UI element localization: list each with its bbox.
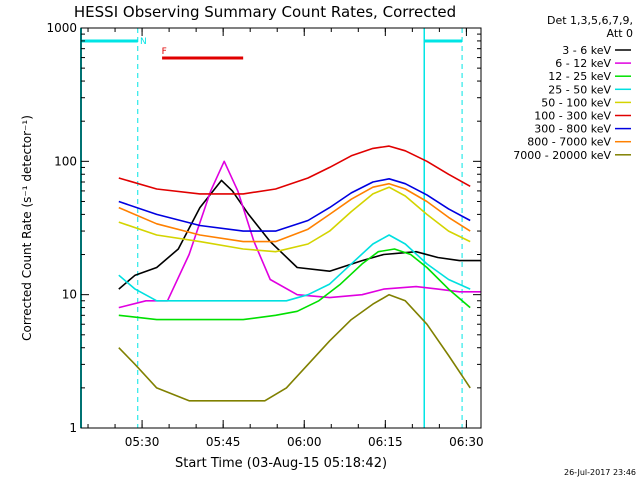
series-line-3 — [118, 234, 471, 302]
plot-frame — [80, 27, 482, 429]
series-line-2 — [118, 248, 471, 321]
x-tick-label: 06:15 — [368, 435, 403, 449]
y-tick-label: 1 — [69, 421, 77, 435]
y-axis-label: Corrected Count Rate (s⁻¹ detector⁻¹) — [20, 115, 34, 341]
y-tick-label: 10 — [62, 288, 77, 302]
x-tick-label: 05:30 — [125, 435, 160, 449]
legend-label: 12 - 25 keV — [548, 70, 611, 83]
legend-label: 25 - 50 keV — [548, 83, 611, 96]
legend-label: 100 - 300 keV — [534, 110, 611, 123]
legend-header-line-1: Det 1,3,5,6,7,9, — [547, 14, 633, 27]
series-line-0 — [118, 179, 481, 290]
legend-label: 300 - 800 keV — [534, 123, 611, 136]
x-axis-label: Start Time (03-Aug-15 05:18:42) — [175, 456, 387, 471]
legend-label: 800 - 7000 keV — [527, 136, 611, 149]
flag-label-F: F — [162, 47, 167, 57]
legend-label: 3 - 6 keV — [562, 44, 611, 57]
series-line-1 — [118, 160, 481, 309]
legend-label: 7000 - 20000 keV — [513, 149, 611, 162]
series-line-6 — [118, 178, 471, 232]
flag-label-N: N — [140, 37, 147, 47]
series-line-4 — [118, 186, 471, 253]
y-tick-label: 100 — [54, 154, 77, 168]
series-line-8 — [118, 293, 471, 402]
legend-header-line-2: Att 0 — [607, 27, 633, 40]
series-line-5 — [118, 145, 471, 195]
timestamp: 26-Jul-2017 23:46 — [564, 468, 636, 477]
series-layer — [118, 145, 481, 402]
legend-label: 50 - 100 keV — [541, 96, 611, 109]
y-tick-label: 1000 — [46, 21, 77, 35]
x-tick-label: 06:00 — [287, 435, 322, 449]
series-line-7 — [118, 182, 471, 243]
chart-title: HESSI Observing Summary Count Rates, Cor… — [74, 3, 456, 21]
x-axis: 05:30 05:45 06:00 06:15 06:30 — [87, 28, 484, 449]
x-tick-label: 06:30 — [449, 435, 484, 449]
legend-label: 6 - 12 keV — [555, 57, 611, 70]
x-tick-label: 05:45 — [206, 435, 241, 449]
y-axis: 1 10 100 1000 — [46, 21, 481, 435]
